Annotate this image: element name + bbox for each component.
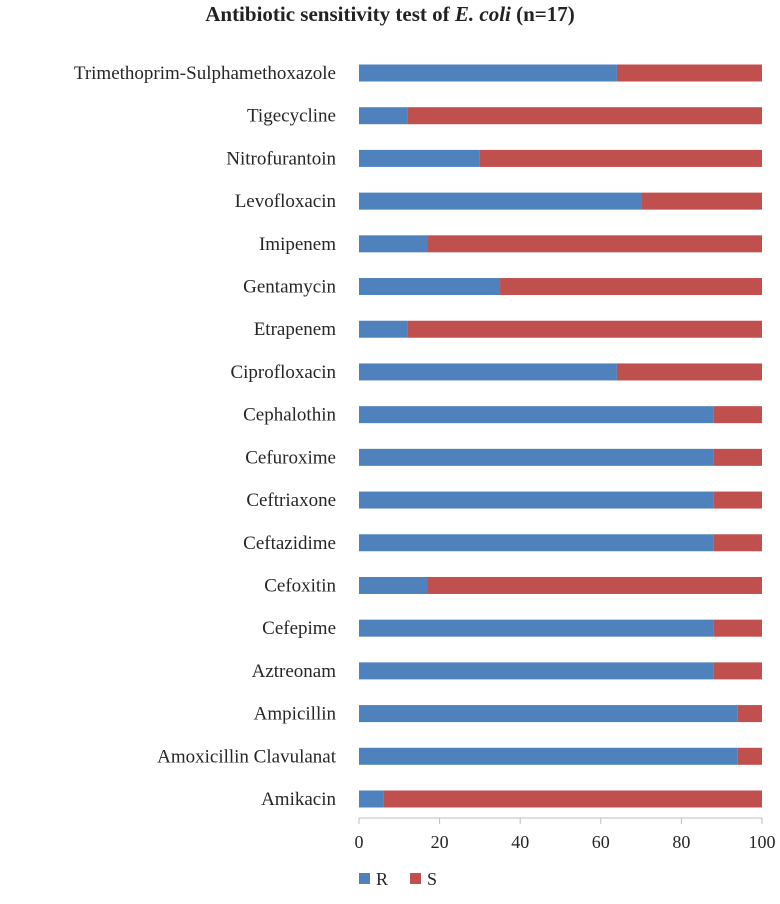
bar-s-8 xyxy=(713,406,762,424)
bar-s-7 xyxy=(616,363,762,381)
x-tick-label: 60 xyxy=(592,832,610,852)
category-label: Gentamycin xyxy=(243,277,336,298)
bar-r-10 xyxy=(359,491,714,509)
bar-r-16 xyxy=(359,747,738,765)
bar-r-0 xyxy=(359,64,617,82)
category-label: Cefepime xyxy=(262,618,336,639)
bar-r-17 xyxy=(359,790,384,808)
legend-swatch-s xyxy=(410,873,421,884)
x-tick-label: 40 xyxy=(511,832,529,852)
bar-r-1 xyxy=(359,107,408,125)
bar-r-6 xyxy=(359,320,408,338)
category-label: Cefuroxime xyxy=(245,447,336,468)
bar-r-5 xyxy=(359,278,501,296)
bar-r-13 xyxy=(359,619,714,637)
bar-r-14 xyxy=(359,662,714,680)
chart-title-organism: E. coli xyxy=(454,2,511,26)
bar-s-14 xyxy=(713,662,762,680)
category-label: Nitrofurantoin xyxy=(226,148,336,169)
bar-r-9 xyxy=(359,448,714,466)
legend-label-r: R xyxy=(376,869,388,889)
x-tick-label: 100 xyxy=(749,832,776,852)
category-label: Imipenem xyxy=(259,234,336,255)
legend-swatch-r xyxy=(359,873,370,884)
bar-r-3 xyxy=(359,192,642,210)
bar-s-16 xyxy=(737,747,762,765)
chart-title-part: Antibiotic sensitivity test of xyxy=(205,2,455,26)
x-tick-label: 20 xyxy=(431,832,449,852)
bars-layer xyxy=(359,64,762,808)
bar-s-10 xyxy=(713,491,762,509)
category-labels: Trimethoprim-Sulphamethoxazole Tigecyclin… xyxy=(74,63,337,810)
category-label: Ciprofloxacin xyxy=(230,362,336,383)
category-label: Amoxicillin Clavulanat xyxy=(157,746,337,767)
bar-s-9 xyxy=(713,448,762,466)
bar-s-0 xyxy=(616,64,762,82)
category-label: Tigecycline xyxy=(247,106,336,127)
bar-s-6 xyxy=(407,320,762,338)
bar-s-13 xyxy=(713,619,762,637)
chart-title-part: (n=17) xyxy=(510,2,575,26)
category-label: Cefoxitin xyxy=(264,575,336,596)
x-tick-label: 0 xyxy=(355,832,364,852)
category-label: Cephalothin xyxy=(243,405,336,426)
bar-s-4 xyxy=(427,235,762,253)
bar-r-11 xyxy=(359,534,714,552)
bar-r-12 xyxy=(359,576,428,594)
category-label: Aztreonam xyxy=(252,661,337,682)
x-axis: 0 20 40 60 80 100 xyxy=(355,817,776,852)
legend-label-s: S xyxy=(427,869,437,889)
bar-s-2 xyxy=(479,149,762,167)
bar-s-11 xyxy=(713,534,762,552)
bar-r-2 xyxy=(359,149,480,167)
category-label: Ceftriaxone xyxy=(246,490,336,511)
bar-s-3 xyxy=(641,192,762,210)
bar-r-15 xyxy=(359,705,738,723)
bar-s-15 xyxy=(737,705,762,723)
x-tick-label: 80 xyxy=(672,832,690,852)
category-label: Amikacin xyxy=(261,789,336,810)
category-label: Etrapenem xyxy=(254,319,337,340)
category-label: Levofloxacin xyxy=(235,191,337,212)
bar-r-7 xyxy=(359,363,617,381)
bar-r-4 xyxy=(359,235,428,253)
bar-s-5 xyxy=(500,278,762,296)
bar-s-17 xyxy=(383,790,762,808)
category-label: Ceftazidime xyxy=(243,533,336,554)
bar-s-12 xyxy=(427,576,762,594)
category-label: Ampicillin xyxy=(254,704,337,725)
category-label: Trimethoprim-Sulphamethoxazole xyxy=(74,63,336,84)
bar-r-8 xyxy=(359,406,714,424)
chart-title: Antibiotic sensitivity test of E. coli (… xyxy=(0,2,780,27)
bar-s-1 xyxy=(407,107,762,125)
